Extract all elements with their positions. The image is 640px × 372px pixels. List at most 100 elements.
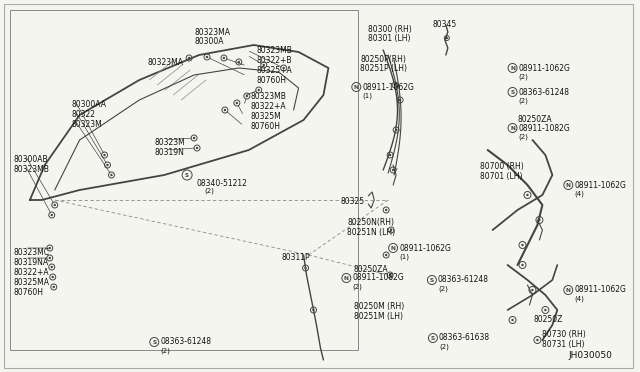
Text: 80251N (LH): 80251N (LH) xyxy=(348,228,396,237)
Text: 80319N: 80319N xyxy=(154,148,184,157)
Circle shape xyxy=(445,37,448,39)
Text: 80250M (RH): 80250M (RH) xyxy=(355,302,404,311)
Text: 80325+A: 80325+A xyxy=(257,66,292,75)
Circle shape xyxy=(389,154,391,156)
Circle shape xyxy=(110,174,113,176)
Circle shape xyxy=(52,276,54,278)
Circle shape xyxy=(246,95,248,97)
Text: N: N xyxy=(510,125,515,131)
Text: 80250P(RH): 80250P(RH) xyxy=(360,55,406,64)
Text: 08363-61638: 08363-61638 xyxy=(439,334,490,343)
Circle shape xyxy=(257,89,260,91)
Text: (2): (2) xyxy=(438,286,448,292)
Text: 08340-51212: 08340-51212 xyxy=(196,179,247,188)
Text: 80345: 80345 xyxy=(433,20,457,29)
Circle shape xyxy=(237,61,240,63)
Text: (2): (2) xyxy=(204,187,214,193)
Text: 08911-1062G: 08911-1062G xyxy=(362,83,414,92)
Text: (4): (4) xyxy=(574,296,584,302)
Text: 80700 (RH): 80700 (RH) xyxy=(480,162,524,171)
Text: 80250Z: 80250Z xyxy=(534,315,563,324)
Text: 80731 (LH): 80731 (LH) xyxy=(543,340,585,349)
Text: 80730 (RH): 80730 (RH) xyxy=(543,330,586,339)
FancyBboxPatch shape xyxy=(10,10,358,350)
Text: 80250ZA: 80250ZA xyxy=(518,115,552,124)
Circle shape xyxy=(522,264,524,266)
Circle shape xyxy=(188,57,190,59)
Text: S: S xyxy=(431,336,435,340)
Text: 80322+A: 80322+A xyxy=(251,102,287,111)
Circle shape xyxy=(390,229,392,231)
Circle shape xyxy=(392,169,394,171)
Text: 80325M: 80325M xyxy=(251,112,282,121)
Text: 08363-61248: 08363-61248 xyxy=(518,87,570,96)
Text: (2): (2) xyxy=(160,348,170,354)
Circle shape xyxy=(103,154,106,156)
Text: 80325: 80325 xyxy=(340,197,365,206)
Text: 80311P: 80311P xyxy=(282,253,310,262)
Text: 80760H: 80760H xyxy=(257,76,287,85)
Text: 80323MA: 80323MA xyxy=(147,58,183,67)
Text: (2): (2) xyxy=(518,98,529,104)
Text: N: N xyxy=(390,246,396,250)
Circle shape xyxy=(52,286,55,288)
Circle shape xyxy=(538,219,541,221)
Text: (1): (1) xyxy=(399,254,409,260)
Circle shape xyxy=(312,309,315,311)
Circle shape xyxy=(51,214,53,216)
Text: (2): (2) xyxy=(518,74,529,80)
Circle shape xyxy=(193,137,195,139)
Text: 80323MC: 80323MC xyxy=(14,248,50,257)
Text: 80251M (LH): 80251M (LH) xyxy=(355,312,403,321)
Circle shape xyxy=(394,84,396,86)
Circle shape xyxy=(522,244,524,246)
Text: 08363-61248: 08363-61248 xyxy=(438,276,489,285)
Text: 80250N(RH): 80250N(RH) xyxy=(348,218,394,227)
Circle shape xyxy=(395,129,397,131)
Text: 80760H: 80760H xyxy=(14,288,44,297)
Circle shape xyxy=(196,147,198,149)
Text: 80300AB: 80300AB xyxy=(14,155,49,164)
Text: S: S xyxy=(430,278,434,282)
Circle shape xyxy=(526,194,529,196)
Text: 08911-1062G: 08911-1062G xyxy=(399,244,451,253)
Circle shape xyxy=(531,289,534,291)
Text: N: N xyxy=(344,276,349,280)
Text: 80250ZA: 80250ZA xyxy=(353,265,388,274)
Circle shape xyxy=(305,267,307,269)
Text: 80322+B: 80322+B xyxy=(257,56,292,65)
Text: 80300AA: 80300AA xyxy=(72,100,107,109)
Text: 80323M: 80323M xyxy=(154,138,185,147)
Text: 80301 (LH): 80301 (LH) xyxy=(368,34,411,43)
Text: 80760H: 80760H xyxy=(251,122,281,131)
Text: 80319NA: 80319NA xyxy=(14,258,49,267)
Text: 80323MB: 80323MB xyxy=(257,46,292,55)
Circle shape xyxy=(206,56,208,58)
Text: (1): (1) xyxy=(362,93,372,99)
Text: 80323MA: 80323MA xyxy=(194,28,230,37)
Text: (4): (4) xyxy=(574,191,584,197)
Circle shape xyxy=(399,99,401,101)
Text: N: N xyxy=(566,288,571,292)
Text: S: S xyxy=(511,90,515,94)
Circle shape xyxy=(385,254,387,256)
Text: (2): (2) xyxy=(439,344,449,350)
Circle shape xyxy=(49,247,51,249)
Circle shape xyxy=(106,164,109,166)
Text: S: S xyxy=(185,173,189,177)
Circle shape xyxy=(49,257,51,259)
Circle shape xyxy=(236,102,238,104)
Text: 80300 (RH): 80300 (RH) xyxy=(368,25,412,34)
Circle shape xyxy=(511,319,514,321)
Circle shape xyxy=(224,109,226,111)
Text: 08911-1062G: 08911-1062G xyxy=(574,285,626,295)
Text: JH030050: JH030050 xyxy=(568,351,612,360)
Text: S: S xyxy=(152,340,156,344)
Text: 80251P (LH): 80251P (LH) xyxy=(360,64,407,73)
Text: 08911-1082G: 08911-1082G xyxy=(352,273,404,282)
Circle shape xyxy=(389,274,391,276)
FancyBboxPatch shape xyxy=(4,4,633,368)
Text: 80701 (LH): 80701 (LH) xyxy=(480,172,522,181)
Text: N: N xyxy=(354,84,359,90)
Text: 80325MA: 80325MA xyxy=(14,278,50,287)
